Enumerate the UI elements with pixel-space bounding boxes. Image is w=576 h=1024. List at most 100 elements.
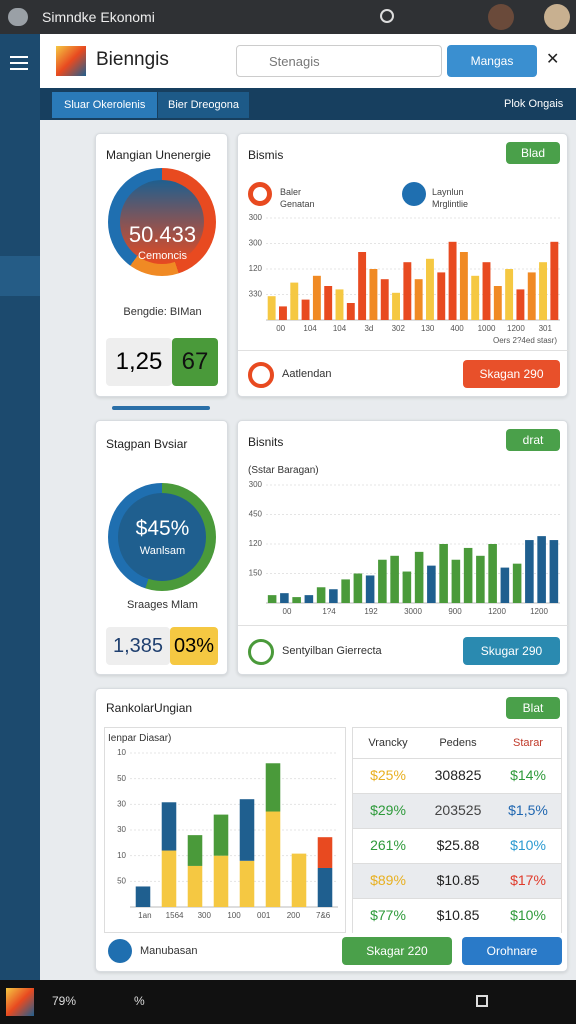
x-tick-label: 1200 bbox=[488, 607, 506, 616]
bar-segment bbox=[213, 855, 229, 907]
avatar[interactable] bbox=[488, 4, 514, 30]
footer-button[interactable]: Skagar 220 bbox=[342, 937, 452, 965]
bar-segment bbox=[239, 860, 255, 907]
chart-frame bbox=[104, 727, 346, 933]
chart-title: Ienpar Diasar) bbox=[108, 733, 172, 744]
tab[interactable]: Sluar Okerolenis bbox=[52, 92, 158, 118]
bar bbox=[505, 269, 514, 320]
bar bbox=[316, 587, 326, 603]
close-icon[interactable]: ✕ bbox=[546, 51, 560, 68]
card: Bismis Blad Baler Genatan Laynlun Mrglintl… bbox=[237, 133, 569, 397]
bar-chart: 300 450 120 150 00 1?4 192 3000 900 1200 1200 bbox=[249, 480, 560, 616]
stacked-bar-chart: 10 50 30 30 10 50 1an 1564 300 100 001 200 7&6 bbox=[117, 748, 338, 920]
x-tick-label: 7&6 bbox=[316, 911, 331, 920]
card-button[interactable]: Blad bbox=[506, 142, 560, 164]
table-row bbox=[353, 758, 561, 793]
search-input[interactable]: Stenagis bbox=[236, 45, 442, 77]
bar-segment bbox=[161, 802, 177, 851]
bar bbox=[267, 595, 277, 603]
bar bbox=[439, 544, 448, 603]
chart-note: Oers 2?4ed stasr) bbox=[492, 336, 557, 345]
status[interactable]: 79% bbox=[52, 994, 77, 1008]
divider bbox=[238, 350, 569, 351]
card: Bisnits drat (Sstar Baragan) 300 450 120 15… bbox=[237, 420, 569, 675]
card: RankolarUngian Blat Ienpar Diasar) 10 50 3… bbox=[95, 688, 568, 972]
stat: 67 bbox=[172, 338, 218, 386]
footer-button[interactable]: Skagan 290 bbox=[463, 360, 560, 388]
bar bbox=[525, 540, 534, 603]
tab-right[interactable]: Plok Ongais bbox=[504, 98, 564, 110]
table-cell: $10.85 bbox=[436, 872, 480, 888]
y-tick-label: 120 bbox=[249, 264, 263, 273]
tab[interactable]: Bier Dreogona bbox=[158, 92, 249, 118]
card-title: Mangian Unenergie bbox=[106, 148, 211, 162]
avatar[interactable] bbox=[544, 4, 570, 30]
donut-value: 50.433 bbox=[128, 222, 197, 247]
bar-segment bbox=[265, 811, 281, 907]
bar bbox=[329, 589, 338, 603]
stat: 03% bbox=[170, 627, 218, 665]
caption: Sraages Mlam bbox=[127, 599, 198, 611]
card-button[interactable]: drat bbox=[506, 429, 560, 451]
bar bbox=[516, 289, 525, 320]
table-cell: $25.88 bbox=[436, 837, 480, 853]
donut-label: Wanlsam bbox=[139, 545, 186, 557]
table-cell: $10% bbox=[510, 907, 546, 923]
bar bbox=[353, 573, 363, 603]
bar bbox=[312, 275, 321, 320]
y-tick-label: 50 bbox=[117, 774, 126, 783]
donut bbox=[108, 483, 216, 591]
header-button[interactable]: Mangas bbox=[447, 45, 537, 77]
bar bbox=[292, 597, 301, 603]
search-icon[interactable] bbox=[380, 9, 394, 23]
x-tick-label: 200 bbox=[287, 911, 301, 920]
menu-icon[interactable] bbox=[10, 56, 28, 58]
x-tick-label: 1000 bbox=[478, 324, 496, 333]
table-cell: $17% bbox=[510, 872, 546, 888]
bar bbox=[527, 272, 536, 320]
bar bbox=[301, 299, 310, 320]
y-tick-label: 50 bbox=[117, 876, 126, 885]
x-tick-label: 3000 bbox=[404, 607, 422, 616]
bar bbox=[414, 551, 424, 603]
bar-segment bbox=[317, 837, 333, 868]
footer-button[interactable]: Skugar 290 bbox=[463, 637, 560, 665]
footer-label: Aatlendan bbox=[282, 368, 332, 380]
x-tick-label: 1200 bbox=[530, 607, 548, 616]
card-title: Bismis bbox=[248, 148, 284, 162]
bar-segment bbox=[187, 835, 203, 866]
y-tick-label: 120 bbox=[249, 539, 263, 548]
bar-segment bbox=[187, 865, 203, 907]
sidebar-active[interactable] bbox=[0, 256, 40, 296]
bar bbox=[471, 275, 480, 320]
x-tick-label: 300 bbox=[198, 911, 212, 920]
chart-subtitle: (Sstar Baragan) bbox=[248, 465, 319, 476]
footer-button[interactable]: Orohnare bbox=[462, 937, 562, 965]
browser-logo bbox=[8, 8, 28, 26]
table-row bbox=[353, 898, 561, 933]
bar bbox=[437, 272, 446, 320]
x-tick-label: 130 bbox=[421, 324, 435, 333]
bar bbox=[539, 262, 547, 320]
bar-segment bbox=[213, 814, 229, 856]
table-header: Vrancky bbox=[368, 737, 408, 749]
table-header: Pedens bbox=[439, 737, 477, 749]
bar bbox=[341, 579, 350, 603]
table-header: Starar bbox=[513, 737, 543, 749]
card-button[interactable]: Blat bbox=[506, 697, 560, 719]
y-tick-label: 300 bbox=[249, 480, 263, 489]
status[interactable]: % bbox=[134, 994, 145, 1008]
header: Bienngis Stenagis Mangas ✕ bbox=[40, 34, 576, 88]
table-row bbox=[353, 793, 561, 828]
y-tick-label: 330 bbox=[249, 290, 263, 299]
bar bbox=[427, 565, 436, 603]
bar bbox=[414, 279, 423, 320]
table-cell: 203525 bbox=[434, 802, 482, 818]
bar-chart: 300 300 120 330 00 104 104 3d 302 130 400 1000 1200 3… bbox=[249, 213, 560, 333]
card-title: Stagpan Bvsiar bbox=[106, 437, 188, 451]
nav-icon[interactable] bbox=[476, 995, 488, 1007]
x-tick-label: 1?4 bbox=[322, 607, 336, 616]
bar bbox=[280, 593, 289, 603]
bar bbox=[279, 306, 287, 320]
